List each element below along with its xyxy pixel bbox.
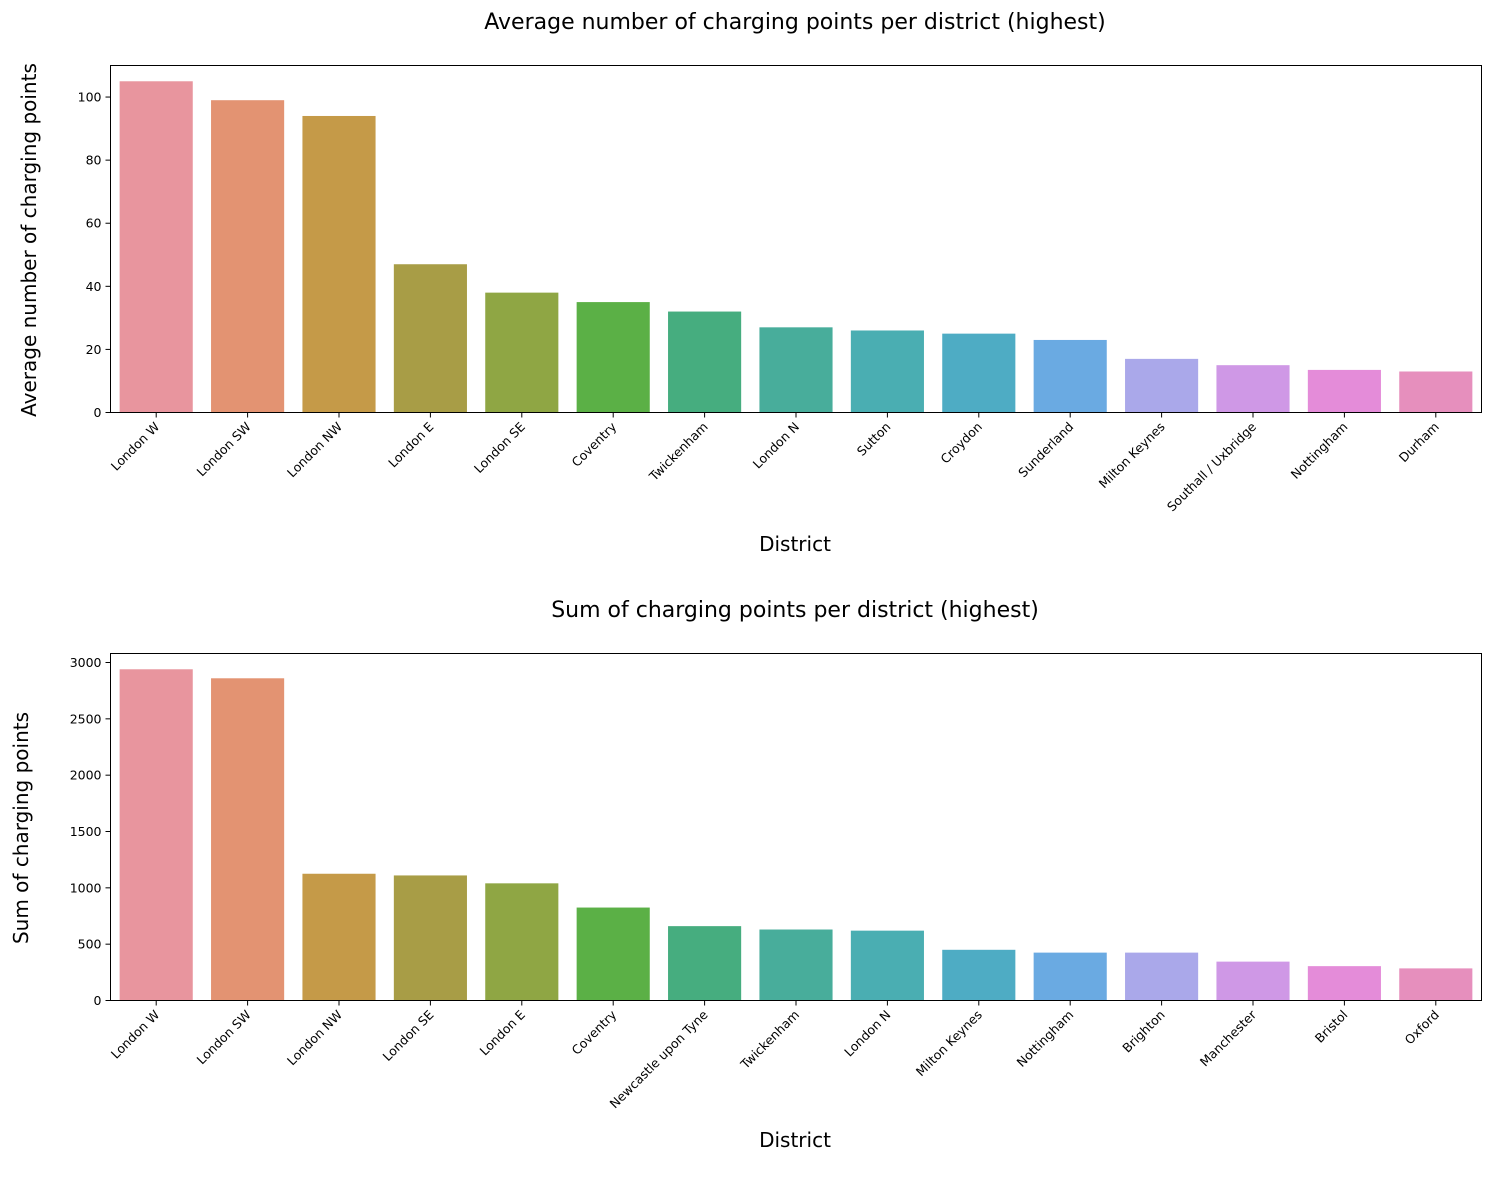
bar-6 (668, 926, 742, 1001)
x-tick-label: London SE (471, 419, 528, 476)
bar-4 (485, 292, 559, 413)
x-tick-label: London W (108, 419, 163, 474)
y-axis-label: Average number of charging points (17, 63, 41, 417)
x-tick-label: London SW (194, 419, 254, 479)
bar-14 (1399, 371, 1473, 413)
bar-3 (393, 264, 467, 413)
x-tick-label: London N (841, 1007, 893, 1059)
bar-0 (119, 81, 193, 413)
chart-title: Sum of charging points per district (hig… (551, 598, 1039, 623)
x-tick-label: Manchester (1197, 1006, 1260, 1069)
x-tick-label: Coventry (569, 1007, 620, 1058)
bar-5 (576, 907, 650, 1001)
y-tick-label: 0 (94, 993, 102, 1008)
y-tick-label: 2000 (70, 768, 102, 783)
bar-5 (576, 302, 650, 413)
x-tick-label: London NW (284, 1007, 345, 1068)
x-tick-label: Nottingham (1013, 1007, 1076, 1070)
bar-0 (119, 669, 193, 1001)
y-tick-label: 20 (86, 342, 102, 357)
x-tick-label: Twickenham (645, 419, 710, 484)
bar-7 (759, 929, 833, 1001)
x-ticks: London W London SW London NW London SE Londo… (108, 1000, 1442, 1111)
x-tick-label: London E (385, 419, 436, 470)
x-tick-label: Brighton (1119, 1007, 1167, 1055)
y-tick-label: 2500 (70, 711, 102, 726)
y-tick-label: 40 (86, 279, 102, 294)
chart-average-charging-points: Average number of charging points per di… (17, 10, 1482, 556)
bar-12 (1216, 365, 1290, 413)
bar-10 (1033, 339, 1107, 413)
bar-4 (485, 883, 559, 1001)
y-tick-label: 80 (86, 153, 102, 168)
bar-1 (211, 678, 285, 1001)
x-tick-label: Durham (1396, 419, 1442, 465)
y-ticks: 0 20 40 60 80 100 (78, 90, 111, 420)
x-tick-label: London N (750, 419, 802, 471)
x-tick-label: London W (108, 1007, 163, 1062)
bar-3 (393, 875, 467, 1001)
bar-1 (211, 100, 285, 413)
x-ticks: London W London SW London NW London E London… (108, 412, 1442, 514)
chart-title: Average number of charging points per di… (484, 10, 1105, 35)
x-tick-label: Southall / Uxbridge (1164, 419, 1259, 514)
chart-sum-charging-points: Sum of charging points per district (hig… (9, 598, 1482, 1152)
x-tick-label: Oxford (1402, 1007, 1442, 1047)
x-tick-label: London E (477, 1007, 528, 1058)
y-tick-label: 1000 (70, 880, 102, 895)
y-tick-label: 100 (78, 90, 102, 105)
x-tick-label: London NW (284, 419, 345, 480)
bar-13 (1307, 966, 1381, 1001)
plot-frame (110, 65, 1482, 413)
x-tick-label: Milton Keynes (1096, 419, 1168, 491)
bar-9 (942, 333, 1016, 413)
x-tick-label: Bristol (1312, 1007, 1351, 1046)
bar-10 (1033, 952, 1107, 1001)
bar-14 (1399, 968, 1473, 1001)
x-axis-label: District (759, 532, 831, 556)
x-tick-label: Croydon (937, 419, 984, 466)
x-tick-label: London SW (194, 1007, 254, 1067)
y-tick-label: 0 (94, 405, 102, 420)
x-tick-label: Twickenham (737, 1007, 802, 1072)
x-tick-label: Newcastle upon Tyne (606, 1007, 710, 1111)
y-tick-label: 3000 (70, 655, 102, 670)
x-tick-label: Sutton (854, 419, 894, 459)
bar-13 (1307, 369, 1381, 413)
bar-2 (302, 873, 376, 1001)
bar-6 (668, 311, 742, 413)
bar-11 (1125, 952, 1199, 1001)
bar-12 (1216, 961, 1290, 1001)
x-axis-label: District (759, 1128, 831, 1152)
y-axis-label: Sum of charging points (9, 712, 33, 944)
y-tick-label: 500 (78, 937, 102, 952)
bar-8 (850, 330, 924, 413)
x-tick-label: Nottingham (1288, 419, 1351, 482)
bar-7 (759, 327, 833, 413)
x-tick-label: London SE (380, 1007, 437, 1064)
bars (119, 669, 1473, 1001)
x-tick-label: Coventry (569, 419, 620, 470)
bar-11 (1125, 358, 1199, 413)
x-tick-label: Milton Keynes (913, 1007, 985, 1079)
bar-8 (850, 930, 924, 1001)
bar-9 (942, 949, 1016, 1001)
x-tick-label: Sunderland (1015, 419, 1076, 480)
bars (119, 81, 1473, 413)
y-tick-label: 60 (86, 216, 102, 231)
bar-2 (302, 115, 376, 413)
y-tick-label: 1500 (70, 824, 102, 839)
plot-frame (110, 653, 1482, 1001)
y-ticks: 0 500 1000 1500 2000 2500 3000 (70, 655, 111, 1008)
